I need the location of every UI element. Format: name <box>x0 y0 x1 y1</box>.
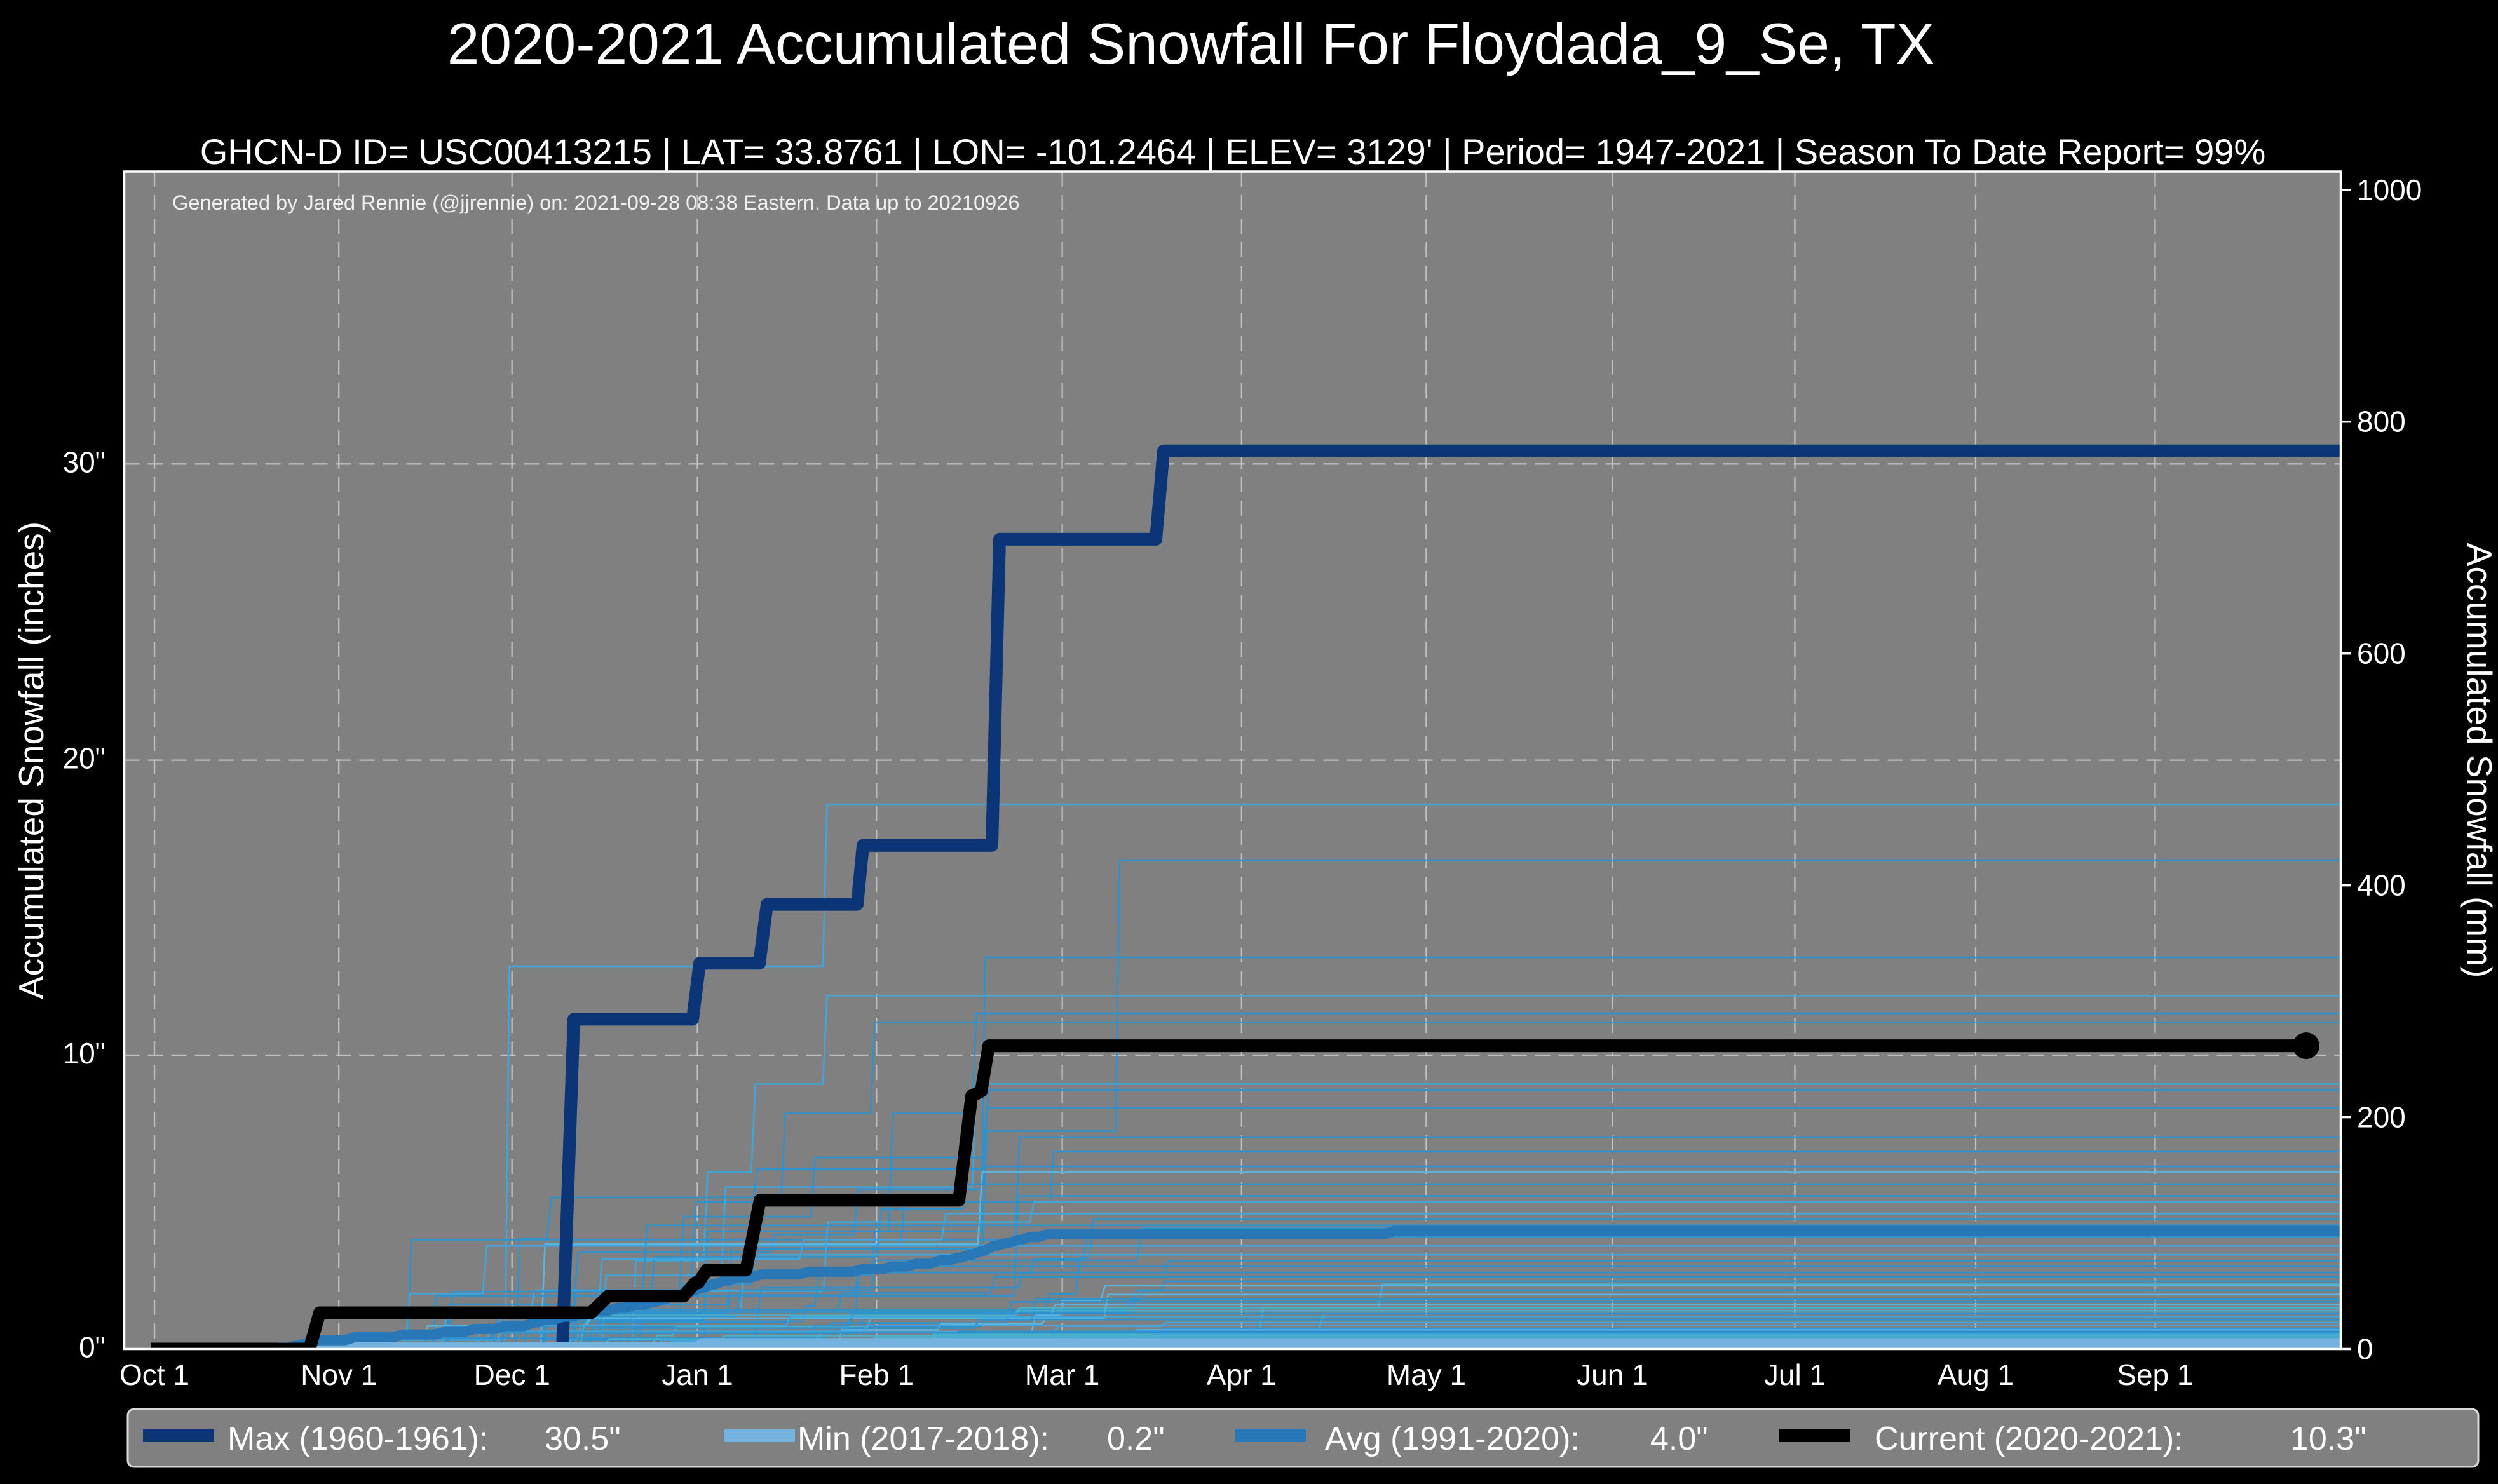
svg-text:Apr 1: Apr 1 <box>1207 1358 1277 1391</box>
svg-text:20": 20" <box>63 742 106 775</box>
svg-text:Accumulated Snowfall (inches): Accumulated Snowfall (inches) <box>11 522 51 999</box>
svg-text:0: 0 <box>2357 1333 2373 1366</box>
svg-text:30.5": 30.5" <box>545 1420 621 1457</box>
svg-text:Oct 1: Oct 1 <box>119 1358 189 1391</box>
svg-text:Aug 1: Aug 1 <box>1938 1358 2014 1391</box>
svg-text:Max (1960-1961):: Max (1960-1961): <box>227 1420 488 1457</box>
svg-text:4.0": 4.0" <box>1650 1420 1708 1457</box>
svg-text:0.2": 0.2" <box>1107 1420 1165 1457</box>
svg-text:200: 200 <box>2357 1101 2406 1134</box>
svg-text:Feb 1: Feb 1 <box>839 1358 914 1391</box>
svg-text:0": 0" <box>79 1331 105 1364</box>
svg-text:30": 30" <box>63 445 106 478</box>
svg-text:Jul 1: Jul 1 <box>1764 1358 1826 1391</box>
svg-text:Avg (1991-2020):: Avg (1991-2020): <box>1325 1420 1580 1457</box>
svg-text:Mar 1: Mar 1 <box>1025 1358 1100 1391</box>
svg-text:Dec 1: Dec 1 <box>474 1358 550 1391</box>
svg-text:Sep 1: Sep 1 <box>2117 1358 2193 1391</box>
svg-text:GHCN-D ID= USC00413215 | LAT=: GHCN-D ID= USC00413215 | LAT= 33.8761 | … <box>200 132 2266 172</box>
svg-text:Min (2017-2018):: Min (2017-2018): <box>798 1420 1049 1457</box>
svg-text:Jan 1: Jan 1 <box>662 1358 733 1391</box>
svg-text:Jun 1: Jun 1 <box>1577 1358 1648 1391</box>
svg-text:2020-2021 Accumulated Snowfall: 2020-2021 Accumulated Snowfall For Floyd… <box>447 12 1935 76</box>
svg-text:1000: 1000 <box>2357 173 2422 206</box>
svg-text:Current (2020-2021):: Current (2020-2021): <box>1875 1420 2183 1457</box>
svg-text:10": 10" <box>63 1037 106 1070</box>
svg-text:10.3": 10.3" <box>2290 1420 2366 1457</box>
svg-text:May 1: May 1 <box>1387 1358 1466 1391</box>
svg-text:Generated by Jared Rennie (@jj: Generated by Jared Rennie (@jjrennie) on… <box>172 191 1019 214</box>
svg-text:800: 800 <box>2357 405 2406 438</box>
svg-text:400: 400 <box>2357 869 2406 902</box>
svg-text:Accumulated Snowfall (mm): Accumulated Snowfall (mm) <box>2460 543 2498 978</box>
svg-text:600: 600 <box>2357 637 2406 670</box>
svg-text:Nov 1: Nov 1 <box>301 1358 377 1391</box>
